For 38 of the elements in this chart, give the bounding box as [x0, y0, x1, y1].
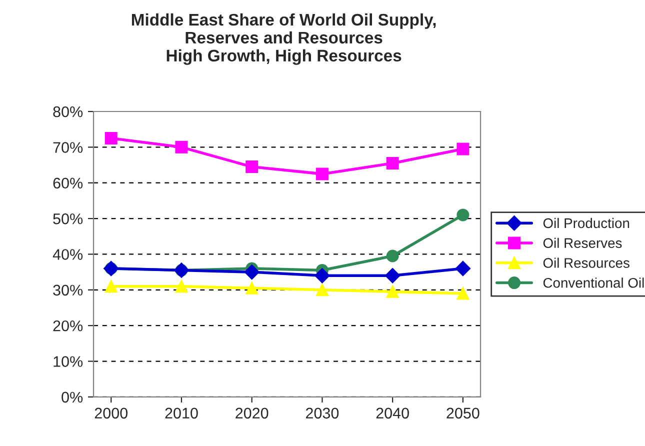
x-tick-label: 2010 — [165, 408, 198, 419]
point — [246, 160, 258, 174]
point — [456, 287, 470, 300]
y-tick-label: 30% — [53, 284, 83, 296]
y-tick-label: 60% — [53, 178, 83, 189]
y-tick-label: 80% — [53, 106, 83, 118]
x-tick-label: 2030 — [306, 408, 339, 419]
point — [456, 142, 470, 156]
y-tick-label: 0% — [62, 392, 83, 403]
point — [316, 168, 328, 180]
legend-label: Conventional Oil — [543, 278, 644, 288]
y-tick-label: 10% — [54, 356, 83, 367]
point — [246, 282, 258, 294]
point — [175, 140, 188, 154]
point — [386, 250, 399, 262]
chart-title: Middle East Share of World Oil Supply, Reserves and Resources High Growth, High Resources — [132, 13, 436, 65]
point — [385, 268, 400, 284]
x-tick-label: 2040 — [376, 408, 409, 419]
point — [104, 280, 118, 293]
point — [316, 284, 328, 296]
y-tick-label: 50% — [53, 213, 83, 224]
legend-label: Oil Production — [543, 218, 630, 228]
y-tick-label: 40% — [52, 249, 83, 260]
x-tick-label: 2000 — [94, 408, 128, 419]
y-tick-label: 70% — [53, 142, 83, 153]
point — [455, 260, 471, 276]
x-tick-label: 2020 — [236, 408, 268, 419]
y-tick-label: 20% — [53, 320, 83, 332]
point — [386, 285, 399, 298]
point — [104, 132, 118, 145]
point — [456, 208, 470, 222]
point — [314, 268, 330, 284]
point — [244, 264, 260, 280]
point — [175, 280, 188, 293]
point — [386, 156, 399, 170]
legend-label: Oil Resources — [543, 258, 630, 268]
x-tick-label: 2050 — [446, 408, 480, 419]
legend-label: Oil Reserves — [543, 238, 622, 248]
